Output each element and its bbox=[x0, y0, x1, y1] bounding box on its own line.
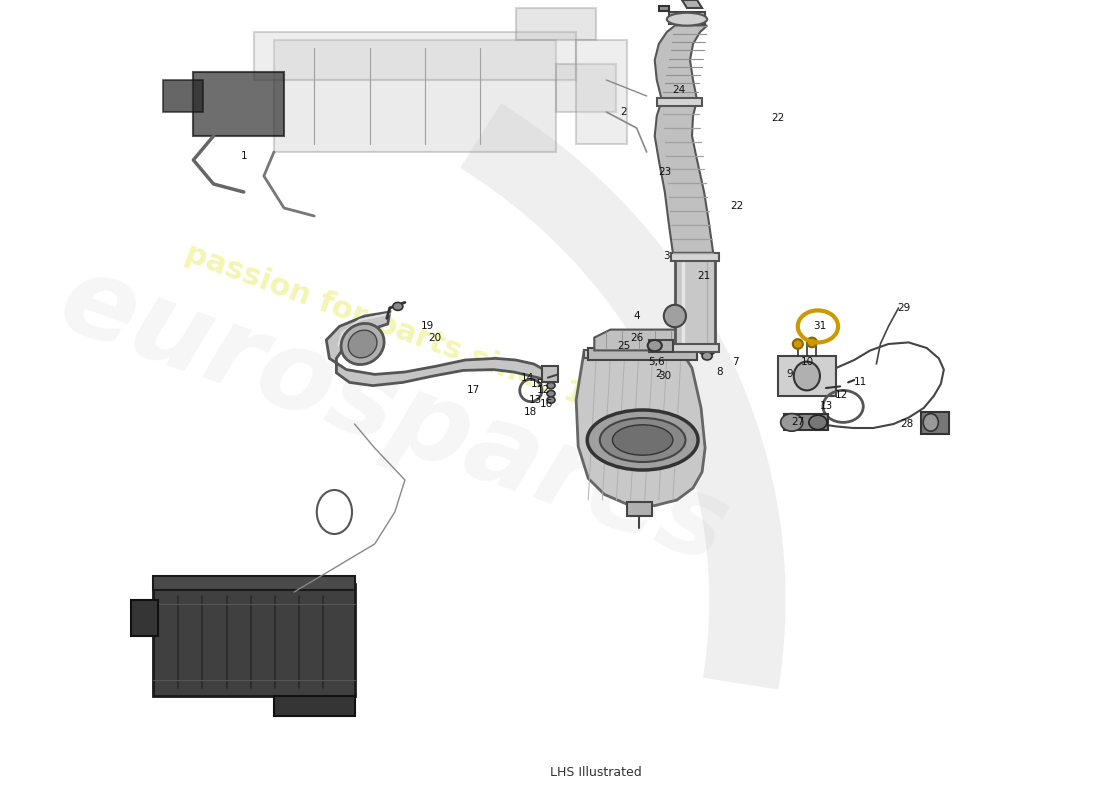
Ellipse shape bbox=[547, 390, 556, 397]
Polygon shape bbox=[921, 412, 949, 434]
Ellipse shape bbox=[807, 338, 817, 347]
Ellipse shape bbox=[698, 341, 716, 355]
Polygon shape bbox=[682, 0, 702, 8]
Text: 14: 14 bbox=[521, 373, 535, 382]
Ellipse shape bbox=[547, 382, 556, 389]
Text: 21: 21 bbox=[697, 271, 711, 281]
Polygon shape bbox=[516, 8, 596, 40]
Polygon shape bbox=[584, 350, 688, 358]
Text: 23: 23 bbox=[658, 167, 671, 177]
Text: 4: 4 bbox=[634, 311, 640, 321]
Ellipse shape bbox=[393, 302, 403, 310]
Text: 13: 13 bbox=[529, 395, 542, 405]
Polygon shape bbox=[654, 100, 713, 253]
Ellipse shape bbox=[923, 414, 938, 431]
Text: 11: 11 bbox=[854, 378, 867, 387]
Text: 31: 31 bbox=[813, 322, 826, 331]
Polygon shape bbox=[778, 356, 836, 396]
Text: 13: 13 bbox=[820, 402, 833, 411]
Text: 8: 8 bbox=[716, 367, 723, 377]
Text: 12: 12 bbox=[835, 390, 848, 400]
Polygon shape bbox=[327, 312, 543, 386]
Polygon shape bbox=[131, 600, 158, 636]
Text: LHS Illustrated: LHS Illustrated bbox=[550, 766, 642, 778]
Ellipse shape bbox=[794, 362, 820, 390]
Polygon shape bbox=[576, 350, 705, 506]
Text: 28: 28 bbox=[900, 419, 913, 429]
Ellipse shape bbox=[341, 323, 384, 365]
Ellipse shape bbox=[702, 352, 712, 360]
Text: 7: 7 bbox=[732, 357, 738, 366]
Text: 2: 2 bbox=[620, 107, 627, 117]
Polygon shape bbox=[675, 256, 715, 346]
Text: 19: 19 bbox=[420, 322, 433, 331]
Polygon shape bbox=[274, 696, 354, 716]
Polygon shape bbox=[594, 330, 693, 350]
Polygon shape bbox=[556, 64, 616, 112]
Polygon shape bbox=[669, 12, 705, 24]
Text: 15: 15 bbox=[531, 379, 544, 389]
Polygon shape bbox=[657, 98, 702, 106]
Polygon shape bbox=[542, 366, 558, 382]
Ellipse shape bbox=[781, 414, 803, 431]
Text: 10: 10 bbox=[801, 358, 814, 367]
Polygon shape bbox=[783, 414, 828, 430]
Text: 22: 22 bbox=[771, 114, 784, 123]
Polygon shape bbox=[659, 6, 669, 11]
Polygon shape bbox=[649, 340, 673, 352]
Polygon shape bbox=[153, 576, 354, 590]
Text: 24: 24 bbox=[672, 85, 685, 94]
Text: 9: 9 bbox=[786, 370, 793, 379]
Ellipse shape bbox=[808, 415, 827, 430]
Ellipse shape bbox=[587, 410, 698, 470]
Polygon shape bbox=[671, 253, 719, 261]
Polygon shape bbox=[588, 348, 697, 360]
Text: 3: 3 bbox=[663, 251, 670, 261]
Text: passion for parts since 1985: passion for parts since 1985 bbox=[180, 239, 649, 433]
Text: 12: 12 bbox=[537, 386, 550, 395]
Text: 17: 17 bbox=[466, 386, 480, 395]
Ellipse shape bbox=[349, 330, 377, 358]
Text: 29: 29 bbox=[896, 303, 910, 313]
Polygon shape bbox=[576, 40, 627, 144]
Text: 20: 20 bbox=[429, 333, 442, 342]
Polygon shape bbox=[163, 80, 204, 112]
Text: 1: 1 bbox=[241, 151, 248, 161]
Text: 25: 25 bbox=[617, 341, 630, 350]
Polygon shape bbox=[627, 502, 651, 516]
Polygon shape bbox=[194, 72, 284, 136]
Ellipse shape bbox=[648, 340, 662, 351]
Text: 27: 27 bbox=[791, 418, 804, 427]
Ellipse shape bbox=[667, 13, 707, 26]
Polygon shape bbox=[153, 584, 354, 696]
Ellipse shape bbox=[613, 425, 673, 455]
Text: 22: 22 bbox=[730, 202, 744, 211]
Polygon shape bbox=[654, 26, 707, 100]
Text: 26: 26 bbox=[630, 333, 644, 342]
Polygon shape bbox=[671, 344, 719, 352]
Text: 18: 18 bbox=[525, 407, 538, 417]
Text: eurospares: eurospares bbox=[46, 246, 744, 586]
Polygon shape bbox=[254, 32, 576, 80]
Ellipse shape bbox=[547, 397, 556, 403]
Text: 16: 16 bbox=[539, 399, 552, 409]
Text: 5,6: 5,6 bbox=[648, 357, 666, 366]
Ellipse shape bbox=[793, 339, 803, 349]
Text: 30: 30 bbox=[658, 371, 671, 381]
Ellipse shape bbox=[600, 418, 685, 462]
Text: 2: 2 bbox=[656, 370, 662, 379]
Polygon shape bbox=[274, 40, 556, 152]
Ellipse shape bbox=[663, 305, 686, 327]
